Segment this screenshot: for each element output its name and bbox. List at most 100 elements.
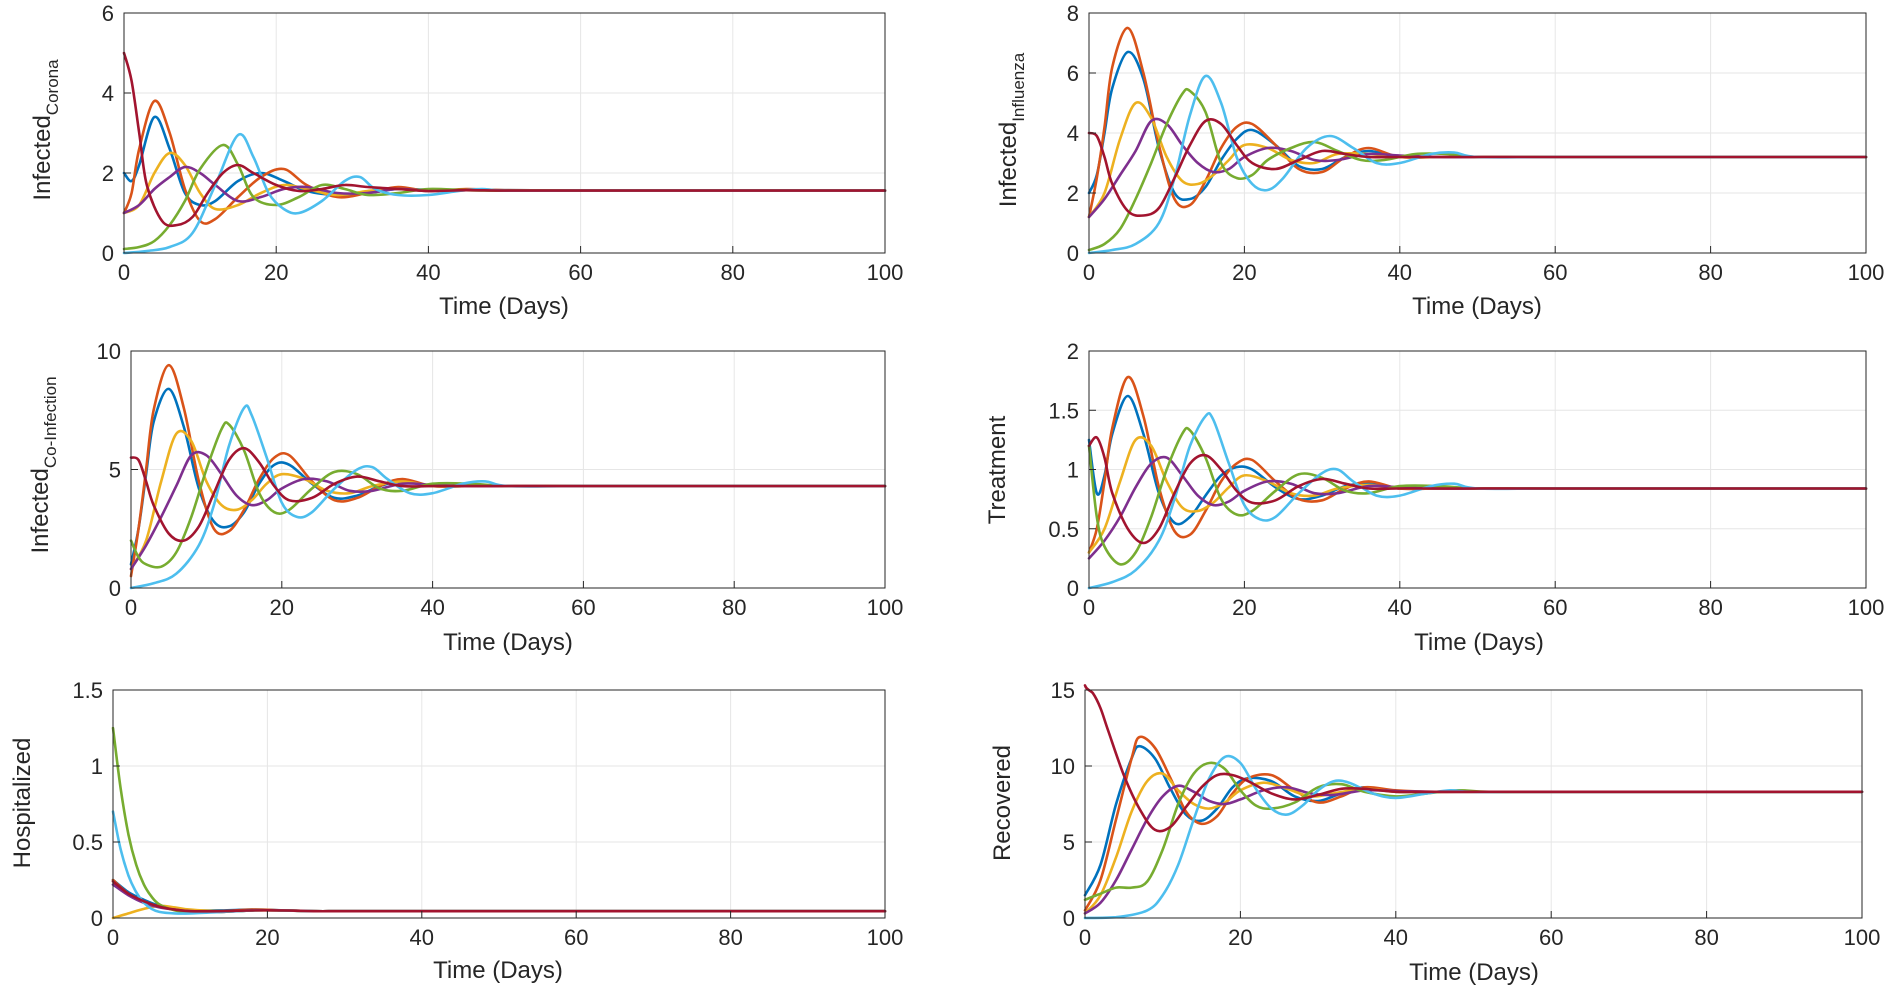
y-tick-label: 2	[1067, 181, 1079, 206]
series-line-7	[129, 446, 887, 543]
series-line-7	[1087, 118, 1868, 218]
y-tick-label: 8	[1067, 1, 1079, 26]
y-tick-label: 0	[1067, 576, 1079, 601]
y-tick-label: 0	[109, 576, 121, 601]
y-label-subscript: Corona	[43, 59, 62, 115]
x-tick-label: 80	[721, 260, 745, 285]
y-tick-label: 2	[1067, 339, 1079, 364]
y-tick-label: 0	[1063, 906, 1075, 931]
axes-box	[112, 689, 886, 919]
x-tick-label: 20	[1232, 595, 1256, 620]
x-tick-label: 0	[125, 595, 137, 620]
y-axis-label: InfectedInfluenza	[995, 52, 1028, 207]
x-tick-label: 60	[571, 595, 595, 620]
x-tick-label: 100	[1844, 925, 1881, 950]
y-tick-label: 6	[1067, 61, 1079, 86]
y-tick-label: 1	[1067, 458, 1079, 483]
x-tick-label: 20	[255, 925, 279, 950]
x-tick-label: 60	[1539, 925, 1563, 950]
y-tick-label: 1.5	[1048, 398, 1079, 423]
series-group	[129, 363, 887, 590]
y-label-subscript: Influenza	[1009, 52, 1028, 122]
y-tick-label: 5	[109, 458, 121, 483]
y-tick-label: 5	[1063, 830, 1075, 855]
y-tick-label: 6	[102, 1, 114, 26]
x-tick-label: 100	[867, 595, 904, 620]
x-tick-label: 40	[1388, 260, 1412, 285]
y-axis-label: InfectedCo-Infection	[27, 376, 60, 553]
series-line-7	[1087, 435, 1868, 545]
x-axis-label: Time (Days)	[1409, 959, 1539, 986]
y-tick-label: 4	[102, 81, 114, 106]
x-tick-label: 0	[1083, 260, 1095, 285]
y-tick-label: 0	[102, 241, 114, 266]
plot-area	[113, 690, 885, 918]
y-label-main: Infected	[27, 468, 54, 553]
x-tick-label: 40	[1388, 595, 1412, 620]
x-tick-label: 60	[1543, 260, 1567, 285]
x-axis-label: Time (Days)	[439, 293, 569, 320]
x-tick-label: 40	[420, 595, 444, 620]
y-axis-label: InfectedCorona	[29, 59, 62, 201]
y-tick-label: 1	[91, 754, 103, 779]
x-tick-label: 0	[118, 260, 130, 285]
x-tick-label: 80	[722, 595, 746, 620]
x-tick-label: 80	[718, 925, 742, 950]
y-label-main: Recovered	[989, 745, 1016, 861]
series-group	[122, 51, 887, 255]
y-label-main: Infected	[995, 122, 1022, 207]
x-tick-label: 20	[270, 595, 294, 620]
series-line-7	[1083, 684, 1864, 833]
x-tick-label: 60	[568, 260, 592, 285]
x-tick-label: 40	[416, 260, 440, 285]
x-tick-label: 100	[1848, 260, 1885, 285]
y-tick-label: 4	[1067, 121, 1079, 146]
plot-area	[124, 13, 885, 253]
series-group	[111, 726, 887, 920]
y-tick-label: 10	[97, 339, 121, 364]
y-tick-label: 0.5	[72, 830, 103, 855]
y-axis-label: Treatment	[984, 415, 1011, 524]
x-tick-label: 100	[867, 925, 904, 950]
series-line-7	[111, 880, 887, 913]
chart-hospitalized: Hospitalized Time (Days) 0 20 40 60 80 100 0 0.…	[9, 678, 903, 984]
y-tick-label: 1.5	[72, 678, 103, 703]
series-group	[1083, 684, 1864, 920]
y-tick-label: 0	[91, 906, 103, 931]
x-axis-label: Time (Days)	[443, 629, 573, 656]
axes-box	[1084, 689, 1863, 919]
y-label-main: Infected	[29, 115, 56, 200]
series-group	[1087, 26, 1868, 255]
y-label-subscript: Co-Infection	[41, 376, 60, 468]
chart-infected-co-infection: InfectedCo-Infection Time (Days) 0 20 40 60…	[27, 339, 903, 656]
x-tick-label: 100	[867, 260, 904, 285]
y-tick-label: 2	[102, 161, 114, 186]
series-line-7	[122, 51, 887, 228]
x-axis-label: Time (Days)	[1414, 629, 1544, 656]
chart-infected-influenza: InfectedInfluenza Time (Days) 0 20 40 60 80 1…	[995, 1, 1884, 320]
x-tick-label: 20	[1228, 925, 1252, 950]
y-axis-label: Recovered	[989, 745, 1016, 861]
x-axis-label: Time (Days)	[433, 957, 563, 984]
x-axis-label: Time (Days)	[1412, 293, 1542, 320]
y-tick-label: 10	[1051, 754, 1075, 779]
x-tick-label: 20	[264, 260, 288, 285]
y-axis-label: Hospitalized	[9, 738, 36, 869]
y-label-main: Treatment	[984, 415, 1011, 524]
plot-area	[1085, 690, 1862, 918]
x-tick-label: 100	[1848, 595, 1885, 620]
x-tick-label: 40	[1384, 925, 1408, 950]
x-tick-label: 0	[1083, 595, 1095, 620]
axes-box	[123, 12, 886, 254]
chart-recovered: Recovered Time (Days) 0 20 40 60 80 100 0 5 10 15	[989, 678, 1880, 986]
chart-infected-corona: InfectedCorona Time (Days) 0 20 40 60 80 100 0…	[29, 1, 903, 320]
x-tick-label: 80	[1698, 595, 1722, 620]
series-group	[1087, 375, 1868, 590]
x-tick-label: 0	[107, 925, 119, 950]
x-tick-label: 60	[1543, 595, 1567, 620]
x-tick-label: 20	[1232, 260, 1256, 285]
chart-treatment: Treatment Time (Days) 0 20 40 60 80 100 0 0.5 1 1…	[984, 339, 1884, 656]
y-tick-label: 0	[1067, 241, 1079, 266]
y-tick-label: 0.5	[1048, 517, 1079, 542]
